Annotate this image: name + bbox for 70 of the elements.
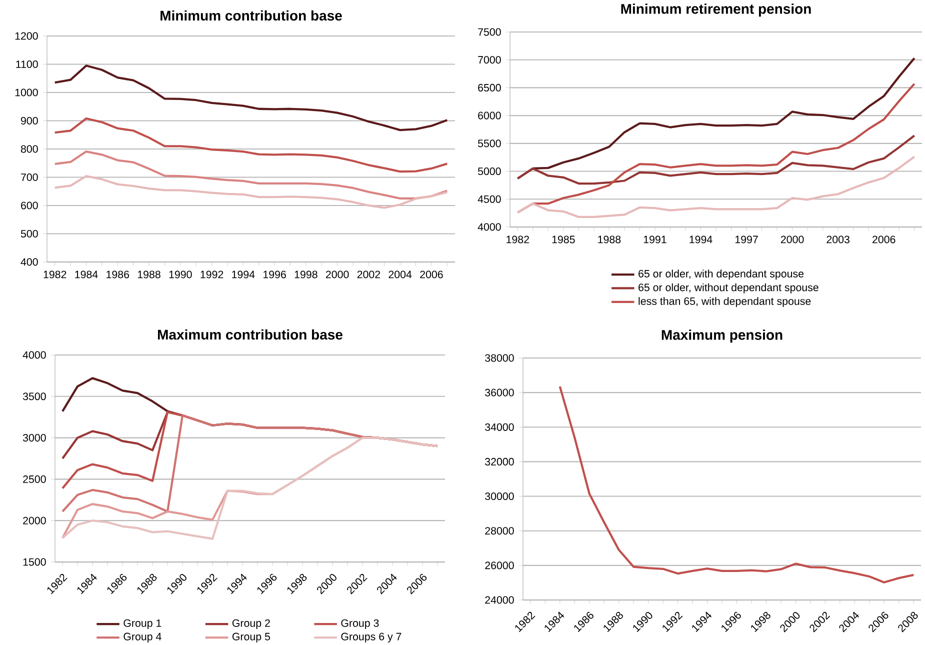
- x-tick-label: 1986: [106, 270, 130, 278]
- x-tick-label: 2006: [420, 270, 443, 278]
- y-tick-label: 24000: [485, 596, 514, 604]
- legend-label: Groups 6 y 7: [341, 632, 402, 642]
- x-tick-label: 1994: [690, 236, 712, 244]
- legend-label: Group 2: [232, 619, 270, 630]
- x-tick-label: 1988: [138, 270, 160, 278]
- legend-label: Group 1: [124, 619, 162, 630]
- legend-label: Group 5: [232, 632, 270, 642]
- chart-title: Maximum contribution base: [158, 329, 342, 340]
- y-tick-label: 1500: [23, 558, 46, 566]
- x-tick-label: 1988: [598, 236, 621, 244]
- y-tick-label: 34000: [485, 423, 514, 431]
- y-tick-label: 2500: [23, 475, 46, 483]
- y-tick-label: 6500: [478, 84, 501, 92]
- y-tick-label: 5000: [478, 168, 501, 176]
- y-tick-label: 7000: [478, 56, 501, 64]
- y-tick-label: 600: [21, 202, 38, 210]
- y-tick-label: 800: [20, 145, 38, 153]
- y-tick-label: 500: [20, 230, 38, 238]
- legend-label: Group 4: [124, 632, 162, 642]
- y-tick-label: 6000: [478, 112, 501, 120]
- x-tick-label: 1997: [735, 236, 758, 244]
- y-tick-label: 30000: [485, 492, 514, 500]
- x-tick-label: 1996: [263, 270, 286, 278]
- line-series: [558, 385, 915, 584]
- x-tick-label: 1998: [294, 270, 318, 278]
- x-tick-label: 1994: [232, 270, 255, 278]
- x-tick-label: 2000: [326, 270, 349, 278]
- y-tick-label: 3000: [22, 434, 46, 442]
- y-tick-label: 1200: [15, 32, 38, 40]
- y-tick-label: 5500: [478, 140, 501, 148]
- x-tick-label: 1990: [169, 270, 192, 278]
- line-series: [54, 64, 448, 132]
- y-tick-label: 2000: [23, 516, 46, 524]
- x-tick-label: 2004: [388, 270, 412, 278]
- x-tick-label: 1982: [44, 270, 66, 278]
- y-tick-label: 400: [20, 258, 38, 266]
- x-tick-label: 2006: [872, 236, 896, 244]
- x-tick-label: 2003: [826, 236, 850, 244]
- y-tick-label: 3500: [22, 392, 46, 400]
- chart-title: Minimum retirement pension: [621, 4, 811, 17]
- y-tick-label: 36000: [485, 388, 514, 396]
- line-series: [54, 175, 448, 209]
- legend-label: less than 65, with dependant spouse: [638, 297, 811, 308]
- y-tick-label: 26000: [485, 562, 514, 570]
- x-tick-label: 1992: [200, 270, 224, 278]
- x-tick-label: 1991: [644, 236, 666, 244]
- y-tick-label: 1000: [15, 88, 38, 96]
- y-tick-label: 900: [21, 116, 38, 125]
- y-tick-label: 4000: [478, 223, 501, 231]
- legend-label: 65 or older, with dependant spouse: [638, 270, 804, 280]
- y-tick-label: 4000: [22, 351, 46, 359]
- x-tick-label: 1984: [75, 270, 98, 278]
- x-tick-label: 1985: [552, 236, 575, 244]
- x-tick-label: 2000: [780, 236, 804, 244]
- y-tick-label: 700: [21, 173, 38, 182]
- y-tick-label: 4500: [478, 195, 501, 203]
- legend-label: Group 3: [341, 619, 379, 630]
- y-tick-label: 38000: [485, 354, 514, 362]
- y-tick-label: 32000: [485, 458, 514, 466]
- y-tick-label: 28000: [485, 527, 514, 535]
- x-tick-label: 2002: [357, 270, 380, 278]
- y-tick-label: 1100: [16, 60, 38, 68]
- y-tick-label: 7500: [478, 28, 501, 36]
- legend-label: 65 or older, without dependant spouse: [638, 283, 818, 294]
- line-series: [54, 117, 448, 173]
- chart-title: Maximum pension: [662, 330, 782, 343]
- chart-title: Minimum contribution base: [160, 10, 342, 21]
- x-tick-label: 1982: [506, 236, 529, 244]
